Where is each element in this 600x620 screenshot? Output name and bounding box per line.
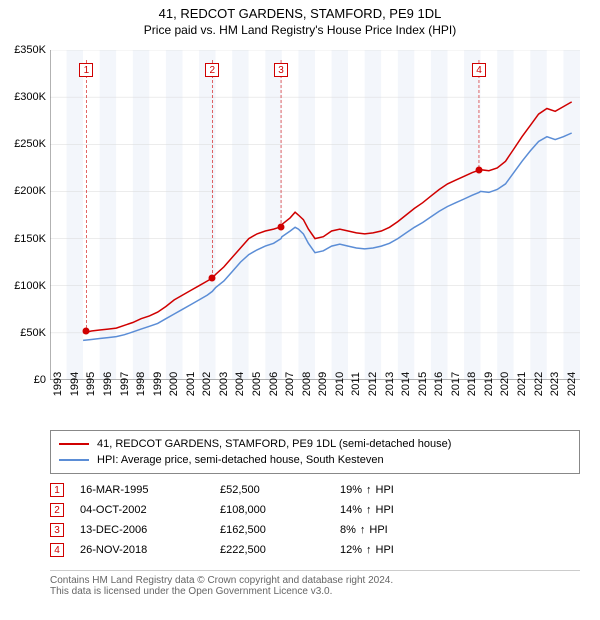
y-axis-label: £200K — [14, 185, 46, 197]
y-axis-label: £0 — [34, 374, 46, 386]
sale-price: £52,500 — [220, 484, 340, 496]
x-axis-label: 2000 — [168, 372, 180, 396]
x-axis-label: 2004 — [234, 372, 246, 396]
sale-marker-dot — [278, 223, 285, 230]
sale-marker-dot — [209, 275, 216, 282]
x-axis-label: 2021 — [516, 372, 528, 396]
sale-diff: 12% ↑ HPI — [340, 544, 440, 556]
legend-box: 41, REDCOT GARDENS, STAMFORD, PE9 1DL (s… — [50, 430, 580, 474]
sale-diff-label: HPI — [376, 504, 394, 516]
x-axis-label: 2003 — [218, 372, 230, 396]
footer-attribution: Contains HM Land Registry data © Crown c… — [50, 570, 580, 597]
x-axis-label: 1995 — [85, 372, 97, 396]
sale-marker-dot — [83, 327, 90, 334]
sale-index-box: 3 — [50, 523, 64, 537]
sale-row: 2 04-OCT-2002£108,00014% ↑ HPI — [50, 500, 580, 520]
sale-diff-pct: 8% — [340, 524, 356, 536]
x-axis-label: 1997 — [119, 372, 131, 396]
x-axis-label: 2019 — [483, 372, 495, 396]
arrow-up-icon: ↑ — [366, 484, 372, 496]
chart-title-address: 41, REDCOT GARDENS, STAMFORD, PE9 1DL — [0, 0, 600, 21]
sale-date: 16-MAR-1995 — [80, 484, 220, 496]
sale-diff-label: HPI — [376, 484, 394, 496]
x-axis-label: 1998 — [135, 372, 147, 396]
legend-swatch — [59, 443, 89, 445]
sale-diff-label: HPI — [376, 544, 394, 556]
y-axis-label: £50K — [20, 327, 46, 339]
x-axis-label: 2007 — [284, 372, 296, 396]
x-axis-label: 2008 — [301, 372, 313, 396]
x-axis-label: 1993 — [52, 372, 64, 396]
legend-item: HPI: Average price, semi-detached house,… — [59, 452, 571, 468]
x-axis-label: 1996 — [102, 372, 114, 396]
legend-label: 41, REDCOT GARDENS, STAMFORD, PE9 1DL (s… — [97, 438, 451, 450]
y-axis-label: £300K — [14, 91, 46, 103]
x-axis-label: 2014 — [400, 372, 412, 396]
sale-price: £162,500 — [220, 524, 340, 536]
sale-index-box: 1 — [50, 483, 64, 497]
sale-marker-dot — [475, 167, 482, 174]
x-axis-label: 1994 — [69, 372, 81, 396]
x-axis-label: 2017 — [450, 372, 462, 396]
x-axis-label: 2010 — [334, 372, 346, 396]
sale-diff-label: HPI — [369, 524, 387, 536]
sale-row: 1 16-MAR-1995£52,50019% ↑ HPI — [50, 480, 580, 500]
sale-diff: 8% ↑HPI — [340, 524, 440, 536]
sale-index-box: 2 — [50, 503, 64, 517]
arrow-up-icon: ↑ — [366, 544, 372, 556]
sale-diff-pct: 12% — [340, 544, 362, 556]
x-axis-label: 1999 — [152, 372, 164, 396]
y-axis-label: £350K — [14, 44, 46, 56]
sale-marker-box: 3 — [274, 63, 288, 77]
sale-price: £222,500 — [220, 544, 340, 556]
x-axis-label: 2015 — [417, 372, 429, 396]
sale-row: 4 26-NOV-2018£222,50012% ↑ HPI — [50, 540, 580, 560]
x-axis-label: 2002 — [201, 372, 213, 396]
x-axis-label: 2012 — [367, 372, 379, 396]
sale-diff: 19% ↑ HPI — [340, 484, 440, 496]
x-axis-label: 2013 — [384, 372, 396, 396]
sale-date: 26-NOV-2018 — [80, 544, 220, 556]
sale-marker-box: 4 — [472, 63, 486, 77]
legend-label: HPI: Average price, semi-detached house,… — [97, 454, 384, 466]
sale-marker-box: 2 — [205, 63, 219, 77]
y-axis-label: £250K — [14, 138, 46, 150]
sale-date: 04-OCT-2002 — [80, 504, 220, 516]
sale-diff-pct: 14% — [340, 504, 362, 516]
footer-line2: This data is licensed under the Open Gov… — [50, 586, 580, 597]
x-axis-label: 2005 — [251, 372, 263, 396]
arrow-up-icon: ↑ — [360, 524, 366, 536]
sale-date: 13-DEC-2006 — [80, 524, 220, 536]
x-axis-label: 2009 — [317, 372, 329, 396]
x-axis-label: 2023 — [549, 372, 561, 396]
sale-diff: 14% ↑ HPI — [340, 504, 440, 516]
x-axis-label: 2011 — [350, 372, 362, 396]
y-axis-label: £100K — [14, 280, 46, 292]
plot-svg — [50, 50, 580, 380]
legend-swatch — [59, 459, 89, 461]
sale-diff-pct: 19% — [340, 484, 362, 496]
sale-index-box: 4 — [50, 543, 64, 557]
chart-subtitle: Price paid vs. HM Land Registry's House … — [0, 21, 600, 41]
x-axis-label: 2022 — [533, 372, 545, 396]
arrow-up-icon: ↑ — [366, 504, 372, 516]
x-axis-label: 2018 — [466, 372, 478, 396]
x-axis-label: 2001 — [185, 372, 197, 396]
plot-area: 1 2 3 4 — [50, 50, 580, 380]
sale-price: £108,000 — [220, 504, 340, 516]
x-axis-label: 2006 — [268, 372, 280, 396]
sales-table: 116-MAR-1995£52,50019%↑HPI204-OCT-2002£1… — [50, 480, 580, 560]
x-axis-label: 2020 — [499, 372, 511, 396]
x-axis-label: 2016 — [433, 372, 445, 396]
sale-marker-box: 1 — [79, 63, 93, 77]
legend-item: 41, REDCOT GARDENS, STAMFORD, PE9 1DL (s… — [59, 436, 571, 452]
y-axis-label: £150K — [14, 233, 46, 245]
footer-line1: Contains HM Land Registry data © Crown c… — [50, 575, 580, 586]
x-axis-label: 2024 — [566, 372, 578, 396]
chart-container: 41, REDCOT GARDENS, STAMFORD, PE9 1DL Pr… — [0, 0, 600, 620]
sale-row: 3 13-DEC-2006£162,5008% ↑HPI — [50, 520, 580, 540]
